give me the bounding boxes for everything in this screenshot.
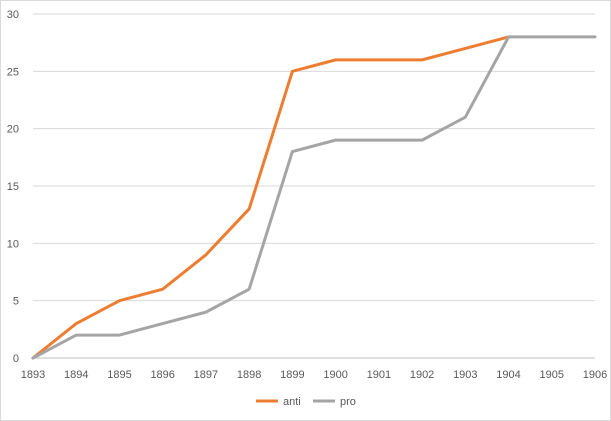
data-point-pro xyxy=(550,35,553,38)
data-point-pro xyxy=(161,322,164,325)
x-tick-label: 1896 xyxy=(150,369,174,381)
data-point-pro xyxy=(421,139,424,142)
data-point-anti xyxy=(334,58,337,61)
data-point-anti xyxy=(291,70,294,73)
gridlines xyxy=(33,13,595,359)
data-point-anti xyxy=(248,207,251,210)
data-point-anti xyxy=(377,58,380,61)
x-tick-label: 1898 xyxy=(237,369,261,381)
y-tick-label: 15 xyxy=(7,181,19,193)
data-point-pro xyxy=(118,334,121,337)
data-point-pro xyxy=(32,357,35,360)
y-tick-label: 5 xyxy=(13,296,19,308)
series-line-anti xyxy=(31,35,511,360)
x-tick-label: 1893 xyxy=(21,369,45,381)
series-line-pro xyxy=(31,35,597,360)
y-tick-label: 20 xyxy=(7,124,19,136)
x-tick-label: 1902 xyxy=(410,369,434,381)
x-tick-label: 1899 xyxy=(280,369,304,381)
data-point-anti xyxy=(75,322,78,325)
y-tick-label: 0 xyxy=(13,353,19,365)
data-point-pro xyxy=(204,311,207,314)
data-point-anti xyxy=(204,253,207,256)
x-tick-label: 1900 xyxy=(323,369,347,381)
x-tick-label: 1906 xyxy=(583,369,607,381)
x-tick-label: 1894 xyxy=(64,369,88,381)
data-point-pro xyxy=(464,116,467,119)
y-tick-label: 30 xyxy=(7,9,19,21)
y-axis-ticks: 0 5 10 15 20 25 30 xyxy=(7,9,19,365)
data-point-pro xyxy=(377,139,380,142)
data-point-pro xyxy=(507,35,510,38)
legend: anti pro xyxy=(256,396,356,408)
x-tick-label: 1905 xyxy=(540,369,564,381)
legend-label-anti: anti xyxy=(283,396,301,408)
data-point-anti xyxy=(464,47,467,50)
x-tick-label: 1903 xyxy=(453,369,477,381)
data-point-pro xyxy=(594,35,597,38)
series-lines xyxy=(31,35,597,360)
x-tick-label: 1897 xyxy=(194,369,218,381)
y-tick-label: 10 xyxy=(7,238,19,250)
data-point-pro xyxy=(334,139,337,142)
x-tick-label: 1901 xyxy=(367,369,391,381)
data-point-pro xyxy=(75,334,78,337)
data-point-anti xyxy=(421,58,424,61)
y-tick-label: 25 xyxy=(7,66,19,78)
data-point-anti xyxy=(161,288,164,291)
x-axis-ticks: 1893 1894 1895 1896 1897 1898 1899 1900 1901 1902… xyxy=(21,369,607,381)
legend-label-pro: pro xyxy=(340,396,356,408)
x-tick-label: 1895 xyxy=(107,369,131,381)
data-point-anti xyxy=(118,299,121,302)
data-point-pro xyxy=(291,150,294,153)
x-tick-label: 1904 xyxy=(496,369,520,381)
data-point-pro xyxy=(248,288,251,291)
